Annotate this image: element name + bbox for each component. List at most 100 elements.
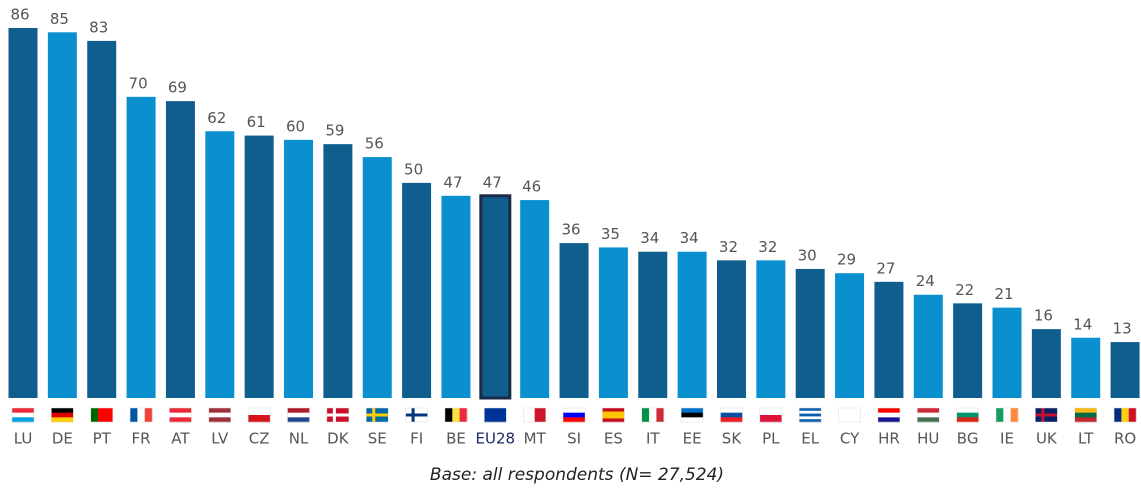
flag-border: [247, 407, 271, 423]
x-tick-label: NL: [289, 430, 309, 448]
flag-border: [1113, 407, 1137, 423]
flag-border: [562, 407, 586, 423]
x-tick-label: IT: [646, 430, 660, 448]
flag: [799, 419, 822, 423]
bar: [520, 200, 550, 398]
flag: [563, 417, 586, 423]
flag: [656, 408, 665, 422]
flag: [1074, 408, 1097, 413]
flag-border: [641, 407, 665, 423]
flag: [130, 408, 138, 422]
flag: [799, 416, 822, 420]
flag: [681, 412, 704, 418]
flag-border: [720, 407, 743, 423]
bar: [441, 195, 471, 398]
flag: [917, 412, 940, 418]
flag: [649, 408, 657, 422]
flag: [1128, 408, 1137, 422]
value-label: 32: [758, 238, 777, 256]
flag: [144, 408, 153, 422]
flag-border: [51, 407, 74, 423]
flag: [326, 413, 349, 417]
value-label: 24: [916, 272, 935, 290]
flag-border: [129, 407, 153, 423]
flag: [169, 412, 192, 418]
x-tick-label: EE: [683, 430, 702, 448]
value-label: 85: [50, 10, 69, 28]
x-tick-label: LV: [211, 430, 229, 448]
flag: [1074, 417, 1097, 423]
bar: [1110, 342, 1140, 398]
value-label: 14: [1073, 315, 1092, 333]
flag-border: [995, 407, 1019, 423]
bar: [284, 139, 314, 398]
flag: [759, 415, 782, 423]
flag: [956, 417, 979, 423]
value-label: 62: [207, 109, 226, 127]
bar: [953, 303, 983, 398]
value-label: 56: [365, 135, 384, 153]
x-tick-label: SE: [368, 430, 387, 448]
bar: [795, 268, 825, 398]
flag-border: [1074, 407, 1097, 423]
x-tick-label: DK: [327, 430, 350, 448]
bar: [8, 28, 38, 398]
flag-border: [680, 407, 704, 423]
flag: [248, 415, 271, 423]
flag-border: [602, 407, 625, 423]
flag-border: [917, 407, 940, 423]
flag-border: [1035, 407, 1058, 423]
x-tick-label: DE: [52, 430, 73, 448]
value-label: 32: [719, 238, 738, 256]
bar: [992, 307, 1022, 398]
flag: [996, 408, 1004, 422]
flag: [208, 417, 231, 423]
x-tick-label: BE: [446, 430, 466, 448]
x-tick-label: FI: [410, 430, 423, 448]
value-label: 47: [443, 173, 462, 191]
bar: [874, 281, 904, 398]
value-label: 61: [247, 113, 266, 131]
bar: [205, 131, 235, 399]
value-label: 60: [286, 117, 305, 135]
bar: [716, 260, 746, 398]
flag-border: [956, 407, 979, 423]
flag: [799, 413, 822, 417]
flag: [1074, 412, 1097, 418]
value-label: 22: [955, 281, 974, 299]
flag: [1121, 408, 1130, 422]
footnote: Base: all respondents (N= 27,524): [430, 465, 724, 485]
flag: [405, 413, 428, 417]
x-tick-label: PT: [93, 430, 112, 448]
value-label: 86: [10, 6, 29, 24]
flag: [287, 412, 310, 418]
flag: [169, 408, 192, 413]
bar: [362, 157, 392, 398]
flag: [956, 412, 979, 418]
flag: [563, 412, 586, 418]
flag: [602, 408, 625, 412]
x-tick-label: EL: [801, 430, 819, 448]
x-tick-label: PL: [762, 430, 780, 448]
value-label: 29: [837, 251, 856, 269]
flag: [1114, 408, 1122, 422]
flag: [720, 417, 743, 423]
flag-border: [523, 407, 546, 423]
flag: [105, 408, 114, 422]
value-label: 35: [601, 225, 620, 243]
flag: [287, 417, 310, 423]
flag: [641, 408, 650, 422]
flag: [602, 418, 625, 423]
flag: [248, 408, 271, 416]
bar: [402, 182, 432, 398]
flag: [12, 417, 34, 423]
bar: [87, 40, 117, 398]
bar: [323, 144, 353, 398]
flag: [877, 417, 900, 423]
bar: [1071, 337, 1101, 398]
flag: [602, 415, 625, 419]
flag: [799, 408, 822, 412]
value-label: 34: [640, 229, 659, 247]
flag: [12, 412, 34, 418]
